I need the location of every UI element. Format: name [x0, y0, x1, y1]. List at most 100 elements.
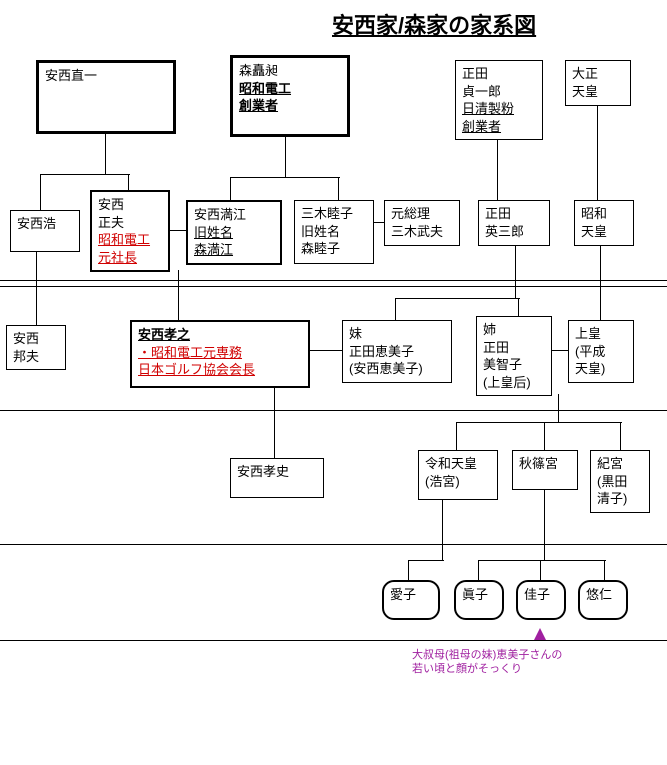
separator-line	[0, 640, 667, 641]
node-shoda-emiko: 妹正田恵美子(安西恵美子)	[342, 320, 452, 383]
node-text: 姉	[483, 321, 545, 339]
node-text: 大正	[572, 65, 624, 83]
node-text: 安西満江	[194, 206, 274, 224]
connector-line	[600, 246, 601, 320]
node-anzai-masao: 安西正夫昭和電工元社長	[90, 190, 170, 272]
node-miki-takeo: 元総理三木武夫	[384, 200, 460, 246]
connector-line	[310, 350, 342, 351]
node-text: 佳子	[524, 586, 558, 604]
connector-line	[230, 177, 231, 200]
node-text: 森矗昶	[239, 62, 341, 80]
node-taisho: 大正天皇	[565, 60, 631, 106]
connector-line	[544, 490, 545, 560]
node-text: 英三郎	[485, 223, 543, 241]
connector-line	[515, 246, 516, 298]
node-text: 森睦子	[301, 240, 367, 258]
connector-line	[408, 560, 444, 561]
connector-line	[170, 230, 186, 231]
node-anzai-mitsue: 安西満江旧姓名森満江	[186, 200, 282, 265]
node-text: 安西孝史	[237, 463, 317, 481]
node-text: 日本ゴルフ協会会長	[138, 361, 302, 379]
node-anzai-kunio: 安西邦夫	[6, 325, 66, 370]
connector-line	[456, 422, 622, 423]
node-showa: 昭和天皇	[574, 200, 634, 246]
connector-line	[374, 222, 384, 223]
node-mori-nobuteru: 森矗昶昭和電工創業者	[230, 55, 350, 137]
node-text: 妹	[349, 325, 445, 343]
node-shoda-teiichiro: 正田貞一郎日清製粉創業者	[455, 60, 543, 140]
node-text: ・昭和電工元専務	[138, 344, 302, 362]
node-text: 安西	[98, 196, 162, 214]
node-text: 天皇	[572, 83, 624, 101]
node-text: 昭和電工	[98, 231, 162, 249]
node-text: 邦夫	[13, 348, 59, 366]
node-text: 正田	[462, 65, 536, 83]
node-shoda-hidesaburo: 正田英三郎	[478, 200, 550, 246]
node-text: 安西孝之	[138, 326, 302, 344]
node-joko: 上皇(平成天皇)	[568, 320, 634, 383]
connector-line	[285, 137, 286, 177]
connector-line	[40, 174, 130, 175]
node-akishino: 秋篠宮	[512, 450, 578, 490]
connector-line	[558, 394, 559, 422]
connector-line	[604, 560, 605, 580]
connector-line	[36, 252, 37, 325]
node-shoda-michiko: 姉正田美智子(上皇后)	[476, 316, 552, 396]
connector-line	[395, 298, 396, 320]
connector-line	[544, 422, 545, 450]
node-text: 森満江	[194, 241, 274, 259]
node-text: 元総理	[391, 205, 453, 223]
connector-line	[456, 422, 457, 450]
node-text: 上皇	[575, 325, 627, 343]
node-mako: 眞子	[454, 580, 504, 620]
node-text: 秋篠宮	[519, 455, 571, 473]
node-text: 日清製粉	[462, 100, 536, 118]
node-text: 創業者	[239, 97, 341, 115]
node-kako: 佳子	[516, 580, 566, 620]
node-miki-mutsuko: 三木睦子旧姓名森睦子	[294, 200, 374, 264]
node-text: 安西浩	[17, 215, 73, 233]
node-text: (平成	[575, 343, 627, 361]
node-text: 三木武夫	[391, 223, 453, 241]
node-text: 正田恵美子	[349, 343, 445, 361]
arrow-up-icon	[534, 628, 546, 640]
node-text: 悠仁	[586, 586, 620, 604]
node-text: (上皇后)	[483, 374, 545, 392]
connector-line	[478, 560, 606, 561]
node-text: (黒田	[597, 473, 643, 491]
node-text: 愛子	[390, 586, 432, 604]
connector-line	[540, 560, 541, 580]
connector-line	[274, 388, 275, 458]
connector-line	[395, 298, 520, 299]
connector-line	[597, 106, 598, 200]
node-text: 天皇)	[575, 360, 627, 378]
connector-line	[40, 174, 41, 210]
node-text: 安西直一	[45, 67, 167, 85]
connector-line	[178, 270, 179, 320]
node-text: 天皇	[581, 223, 627, 241]
connector-line	[105, 134, 106, 174]
node-text: 眞子	[462, 586, 496, 604]
node-anzai-takayuki: 安西孝之・昭和電工元専務日本ゴルフ協会会長	[130, 320, 310, 388]
connector-line	[497, 140, 498, 200]
node-anzai-takashi: 安西孝史	[230, 458, 324, 498]
node-hisahito: 悠仁	[578, 580, 628, 620]
separator-line	[0, 544, 667, 545]
node-text: 正田	[483, 339, 545, 357]
separator-line	[0, 410, 667, 411]
node-text: 昭和	[581, 205, 627, 223]
annotation-text: 大叔母(祖母の妹)恵美子さんの若い頃と顔がそっくり	[412, 648, 562, 677]
node-anzai-naoichi: 安西直一	[36, 60, 176, 134]
node-kiyoko: 紀宮(黒田清子)	[590, 450, 650, 513]
node-text: 美智子	[483, 356, 545, 374]
node-text: 貞一郎	[462, 83, 536, 101]
node-text: 正夫	[98, 214, 162, 232]
node-text: 清子)	[597, 490, 643, 508]
node-text: 令和天皇	[425, 455, 491, 473]
node-text: (安西恵美子)	[349, 360, 445, 378]
node-text: 元社長	[98, 249, 162, 267]
node-text: 紀宮	[597, 455, 643, 473]
diagram-title: 安西家/森家の家系図	[332, 8, 536, 40]
node-text: 安西	[13, 330, 59, 348]
node-text: 三木睦子	[301, 205, 367, 223]
